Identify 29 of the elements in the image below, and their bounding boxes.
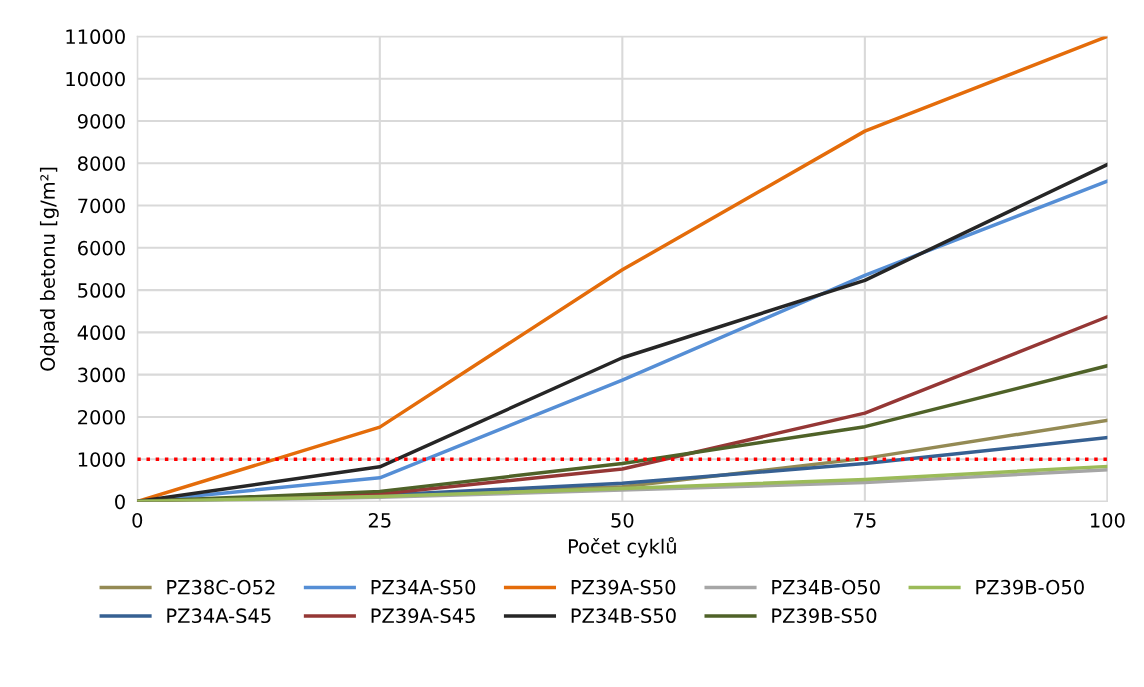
y-axis-title: Odpad betonu [g/m²] bbox=[39, 167, 59, 371]
y-tick-label: 6000 bbox=[78, 240, 125, 256]
y-tick-label: 4000 bbox=[77, 325, 125, 341]
y-tick-label: 10000 bbox=[66, 71, 125, 87]
legend-label: PZ39B-S50 bbox=[772, 608, 877, 624]
y-tick-label: 0 bbox=[115, 494, 125, 510]
y-tick-label: 5000 bbox=[78, 283, 125, 298]
y-tick-label: 11000 bbox=[66, 29, 125, 45]
legend-label: PZ39A-S50 bbox=[571, 579, 676, 595]
legend-label: PZ39A-S45 bbox=[371, 608, 475, 624]
x-tick-label: 75 bbox=[854, 513, 876, 528]
y-tick-label: 7000 bbox=[78, 198, 125, 214]
legend-label: PZ34A-S50 bbox=[371, 579, 476, 595]
x-tick-label: 25 bbox=[368, 512, 391, 528]
legend-label: PZ34B-S50 bbox=[571, 608, 676, 624]
y-tick-label: 9000 bbox=[77, 113, 125, 129]
y-tick-label: 1000 bbox=[78, 452, 125, 467]
y-tick-label: 8000 bbox=[78, 156, 125, 171]
legend-label: PZ38C-O52 bbox=[167, 579, 275, 595]
x-tick-label: 100 bbox=[1090, 512, 1125, 528]
legend-label: PZ34B-O50 bbox=[772, 579, 880, 595]
x-tick-label: 0 bbox=[132, 512, 143, 528]
line-series bbox=[137, 36, 1108, 502]
y-tick-label: 2000 bbox=[78, 409, 125, 425]
x-tick-label: 50 bbox=[611, 512, 634, 528]
legend-label: PZ39B-O50 bbox=[976, 579, 1084, 595]
y-tick-label: 3000 bbox=[78, 367, 125, 383]
x-axis-title: Počet cyklů bbox=[568, 537, 676, 558]
legend-label: PZ34A-S45 bbox=[167, 608, 271, 624]
